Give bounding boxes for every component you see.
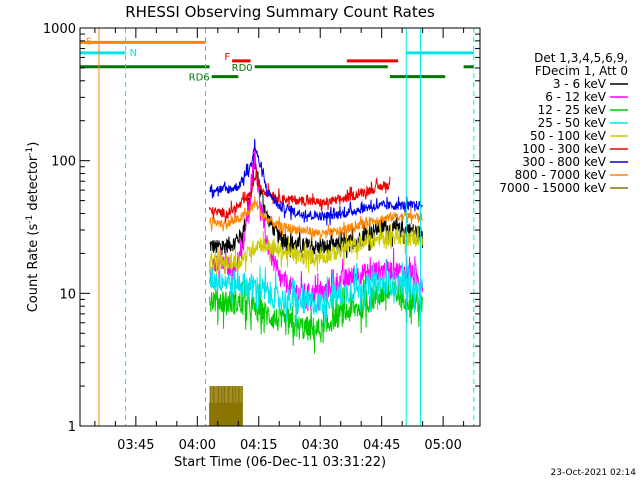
axes-layer: 1 10 100 1000 03:45 04:00 04:15 04:30 04:45 05:00	[43, 22, 480, 453]
y-axis-label: Count Rate (s-1 detector-1)	[25, 142, 41, 313]
chart-title: RHESSI Observing Summary Count Rates	[125, 3, 435, 21]
data-layer	[209, 138, 424, 426]
legend-header: Det 1,3,4,5,6,9,	[534, 51, 628, 65]
y-axis-label-end: )	[26, 142, 41, 147]
x-tick-label: 04:45	[363, 438, 400, 453]
legend-entry-3-6-kev: 3 - 6 keV	[553, 77, 607, 91]
y-axis-label-main: Count Rate (s	[26, 224, 41, 313]
legend-entry-50-100-kev: 50 - 100 keV	[530, 129, 607, 143]
flag-s-label: S	[86, 36, 92, 47]
flag-n-label: N	[130, 48, 137, 59]
legend-entry-7000-15000-kev: 7000 - 15000 keV	[499, 181, 606, 195]
series-800-7000-kev	[209, 196, 424, 242]
legend-entry-25-50-kev: 25 - 50 keV	[538, 116, 607, 130]
x-tick-label: 05:00	[424, 438, 461, 453]
y-tick-label: 10	[59, 287, 76, 302]
plot-frame	[79, 27, 481, 427]
series-6-12-kev	[209, 141, 424, 315]
y-axis-label-rest: detector	[26, 155, 41, 215]
legend-entry-800-7000-kev: 800 - 7000 keV	[515, 168, 607, 182]
generated-timestamp: 23-Oct-2021 02:14	[551, 468, 637, 478]
y-axis-label-sup2: -1	[25, 147, 35, 156]
series-300-800-kev	[209, 138, 423, 226]
series-50-100-kev	[209, 222, 424, 275]
y-axis-label-sup: -1	[25, 215, 35, 224]
x-axis-label: Start Time (06-Dec-11 03:31:22)	[174, 455, 386, 470]
series-100-300-kev	[209, 170, 391, 224]
vline-layer	[98, 28, 475, 426]
legend-header: FDecim 1, Att 0	[535, 64, 628, 78]
x-tick-label: 04:30	[301, 438, 338, 453]
y-tick-label: 1	[68, 420, 76, 435]
flag-rd6-label: RD6	[189, 73, 210, 84]
series-25-50-kev	[209, 258, 424, 328]
flag-f-label: F	[224, 52, 230, 63]
x-tick-label: 04:00	[179, 438, 216, 453]
legend-entry-6-12-kev: 6 - 12 keV	[545, 90, 607, 104]
series-7000-15000-kev	[209, 386, 243, 426]
legend: Det 1,3,4,5,6,9,FDecim 1, Att 03 - 6 keV…	[499, 51, 628, 195]
x-tick-label: 03:45	[117, 438, 154, 453]
legend-entry-300-800-kev: 300 - 800 keV	[522, 155, 606, 169]
legend-entry-12-25-kev: 12 - 25 keV	[538, 103, 607, 117]
flag-rd0-label: RD0	[232, 63, 253, 74]
y-tick-label: 100	[51, 155, 76, 170]
legend-entry-100-300-kev: 100 - 300 keV	[522, 142, 606, 156]
y-tick-label: 1000	[43, 22, 76, 37]
x-tick-label: 04:15	[240, 438, 277, 453]
